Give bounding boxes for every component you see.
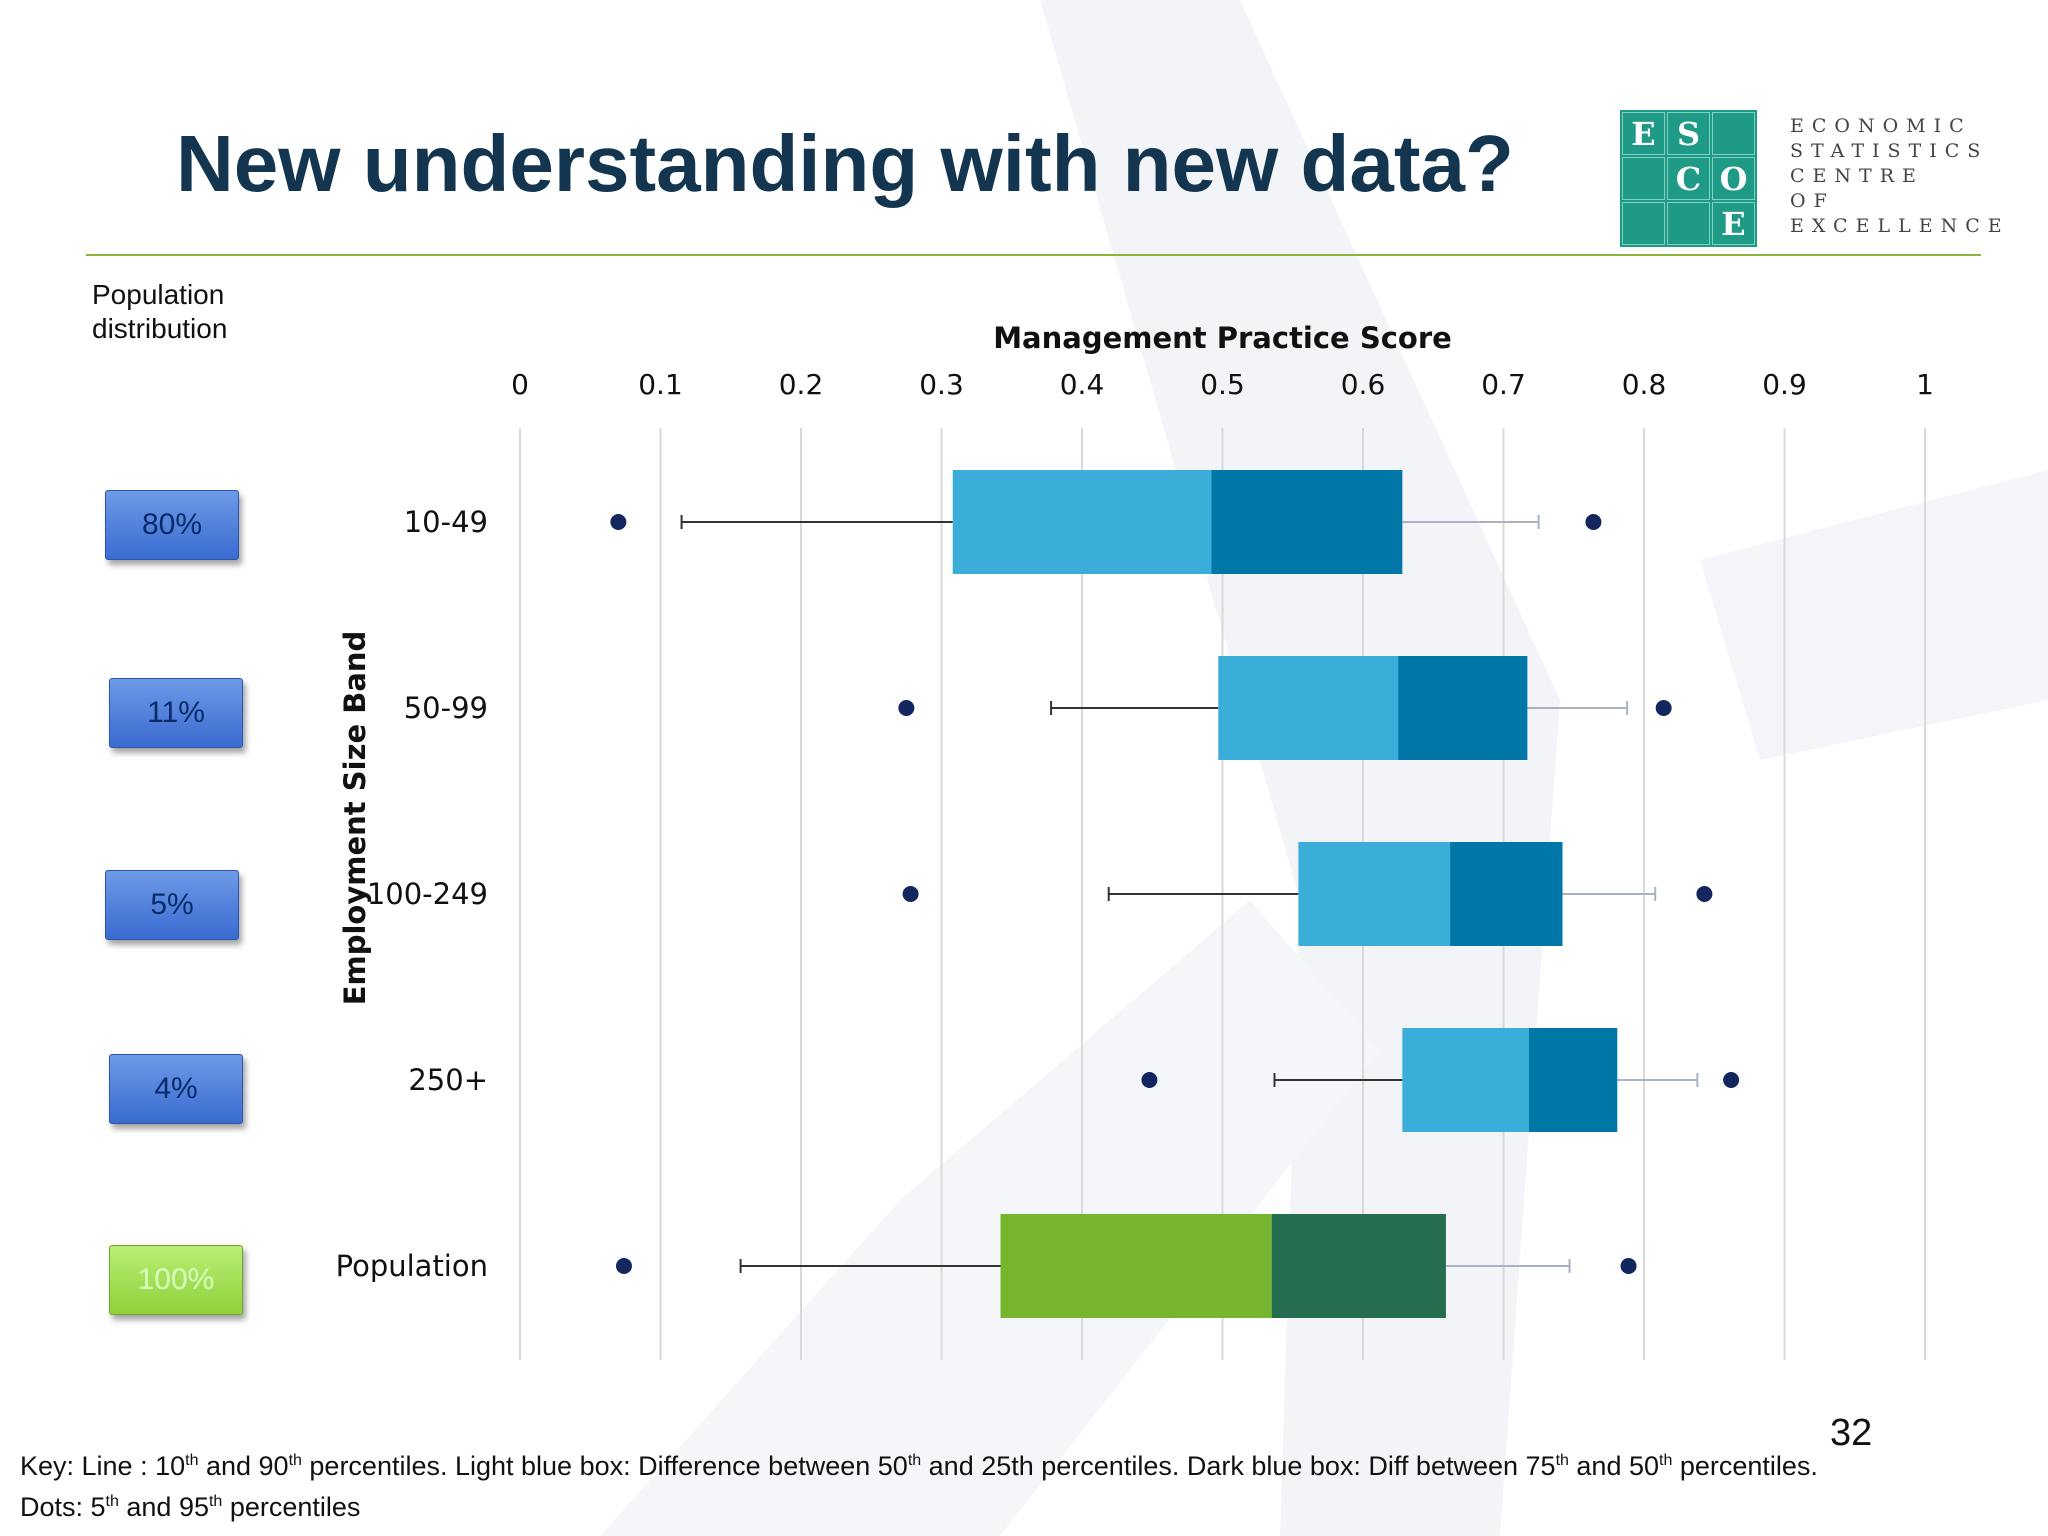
x-tick-label: 0.3 <box>919 368 964 401</box>
box-p25-p50 <box>1218 656 1399 760</box>
dot-p95 <box>1696 886 1713 902</box>
dot-p5 <box>902 886 919 902</box>
dot-p95 <box>1585 514 1602 530</box>
key-sup: th <box>105 1493 119 1510</box>
x-tick-label: 0.4 <box>1060 368 1105 401</box>
box-plot-chart: Management Practice Score 0 0.1 0.2 0.3 0.4 0.… <box>336 321 1934 1360</box>
dot-p5 <box>1141 1072 1158 1088</box>
logo-grid: E S C O E <box>1620 110 1757 247</box>
logo-cell: E <box>1712 202 1755 245</box>
category-label: Population <box>336 1249 488 1283</box>
key-line-2: Dots: 5th and 95th percentiles <box>20 1484 1818 1525</box>
key-sup: th <box>288 1452 302 1469</box>
key-sup: th <box>185 1452 199 1469</box>
category-label: 100-249 <box>367 877 488 911</box>
badge-50-99: 11% <box>109 678 243 748</box>
key-sup: th <box>1555 1452 1569 1469</box>
logo-cell: C <box>1667 157 1710 200</box>
dot-p95 <box>1655 700 1672 716</box>
page-number: 32 <box>1830 1412 1873 1454</box>
logo-line: STATISTICS <box>1790 140 1989 162</box>
badge-population: 100% <box>109 1245 243 1315</box>
key-text: and 25th percentiles. Dark blue box: Dif… <box>921 1451 1556 1481</box>
dot-p5 <box>610 514 627 530</box>
logo-line: OF <box>1790 190 1835 212</box>
key-text: percentiles. Light blue box: Difference … <box>301 1451 908 1481</box>
category-label: 50-99 <box>404 691 488 725</box>
dot-p95 <box>1620 1258 1637 1274</box>
box-p50-p75 <box>1211 470 1403 574</box>
key-text: Key: Line : 10 <box>20 1451 186 1481</box>
logo-cell <box>1667 202 1710 245</box>
key-text: and 50 <box>1568 1451 1659 1481</box>
badge-250-plus: 4% <box>109 1054 243 1124</box>
logo-line: ECONOMIC <box>1790 115 1972 137</box>
y-axis-label: Employment Size Band <box>338 631 372 1006</box>
logo-cell: S <box>1667 112 1710 155</box>
box-p25-p50 <box>1000 1214 1272 1318</box>
logo-cell: E <box>1622 112 1665 155</box>
x-tick-label: 1 <box>1916 368 1934 401</box>
x-tick-label: 0.2 <box>779 368 824 401</box>
key-text: and 90 <box>198 1451 289 1481</box>
slide-title: New understanding with new data? <box>176 119 1514 208</box>
chart-key: Key: Line : 10th and 90th percentiles. L… <box>20 1443 1818 1525</box>
title-divider <box>86 254 1981 256</box>
badge-10-49: 80% <box>105 490 239 560</box>
logo-cell: O <box>1712 157 1755 200</box>
key-sup: th <box>208 1493 223 1510</box>
x-tick-label: 0.9 <box>1762 368 1807 401</box>
key-text: and 95 <box>118 1492 209 1522</box>
box-p25-p50 <box>952 470 1212 574</box>
x-tick-label: 0 <box>511 368 529 401</box>
key-text: percentiles. <box>1672 1451 1818 1481</box>
x-tick-label: 0.5 <box>1200 368 1245 401</box>
badge-100-249: 5% <box>105 870 239 940</box>
key-sup: th <box>1659 1452 1673 1469</box>
box-p25-p50 <box>1402 1028 1529 1132</box>
dot-p5 <box>615 1258 632 1274</box>
x-tick-label: 0.8 <box>1622 368 1667 401</box>
x-tick-label: 0.1 <box>638 368 683 401</box>
logo-cell <box>1622 202 1665 245</box>
x-tick-label: 0.6 <box>1341 368 1386 401</box>
category-label: 10-49 <box>404 505 488 539</box>
chart-title: Management Practice Score <box>993 321 1452 355</box>
escoe-logo: E S C O E ECONOMIC STATISTICS CENTRE OF … <box>1620 110 2030 247</box>
box-p50-p75 <box>1528 1028 1618 1132</box>
logo-line: EXCELLENCE <box>1790 215 2010 237</box>
population-distribution-label: Population distribution <box>92 279 228 344</box>
box-p25-p50 <box>1298 842 1451 946</box>
dot-p5 <box>898 700 915 716</box>
logo-cell <box>1712 112 1755 155</box>
category-label: 250+ <box>408 1063 488 1097</box>
key-text: percentiles <box>222 1492 361 1522</box>
dot-p95 <box>1723 1072 1740 1088</box>
x-tick-label: 0.7 <box>1481 368 1526 401</box>
key-sup: th <box>907 1452 922 1469</box>
box-p50-p75 <box>1450 842 1563 946</box>
key-line-1: Key: Line : 10th and 90th percentiles. L… <box>20 1443 1818 1484</box>
logo-wordmark: ECONOMIC STATISTICS CENTRE OF EXCELLENCE <box>1790 114 2010 239</box>
logo-cell <box>1622 157 1665 200</box>
box-p50-p75 <box>1398 656 1528 760</box>
box-p50-p75 <box>1271 1214 1446 1318</box>
logo-line: CENTRE <box>1790 165 1924 187</box>
key-text: Dots: 5 <box>20 1492 106 1522</box>
